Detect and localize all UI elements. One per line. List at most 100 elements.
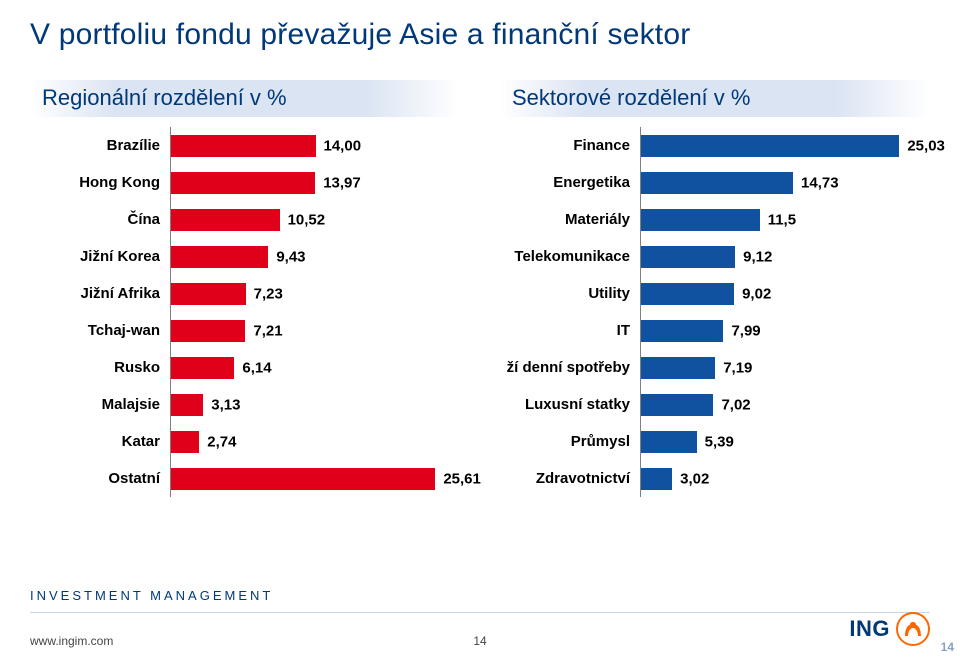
chart-row: Čína10,52 — [30, 201, 460, 238]
bar-area: 6,14 — [170, 349, 460, 386]
value-label: 7,99 — [731, 322, 760, 339]
bar — [641, 394, 713, 416]
category-label: Energetika — [500, 174, 640, 191]
section-headers: Regionální rozdělení v % Sektorové rozdě… — [30, 80, 930, 117]
bar — [171, 468, 435, 490]
bar — [641, 172, 793, 194]
category-label: ží denní spotřeby — [500, 359, 640, 376]
page-number-corner: 14 — [941, 640, 954, 654]
value-label: 7,19 — [723, 359, 752, 376]
bar — [641, 320, 723, 342]
bar — [171, 431, 199, 453]
value-label: 11,5 — [768, 211, 796, 228]
bar — [641, 135, 899, 157]
category-label: Tchaj-wan — [30, 322, 170, 339]
bar-area: 7,21 — [170, 312, 460, 349]
category-label: Rusko — [30, 359, 170, 376]
bar-area: 25,03 — [640, 127, 930, 164]
value-label: 13,97 — [323, 174, 361, 191]
bar — [641, 283, 734, 305]
bar — [171, 357, 234, 379]
chart-row: Zdravotnictví 3,02 — [500, 460, 930, 497]
chart-row: Malajsie 3,13 — [30, 386, 460, 423]
bar-area: 9,43 — [170, 238, 460, 275]
bar-area: 25,61 — [170, 460, 460, 497]
footer-divider — [30, 612, 930, 613]
bar-area: 11,5 — [640, 201, 930, 238]
value-label: 9,02 — [742, 285, 771, 302]
bar — [171, 246, 268, 268]
regional-bar-chart: Brazílie14,00Hong Kong13,97Čína10,52Jižn… — [30, 127, 460, 497]
bar-area: 13,97 — [170, 164, 460, 201]
page-title: V portfoliu fondu převažuje Asie a finan… — [30, 18, 930, 52]
chart-row: Rusko 6,14 — [30, 349, 460, 386]
bar-area: 14,00 — [170, 127, 460, 164]
chart-row: Jižní Korea 9,43 — [30, 238, 460, 275]
value-label: 14,73 — [801, 174, 839, 191]
chart-row: Jižní Afrika 7,23 — [30, 275, 460, 312]
chart-row: IT 7,99 — [500, 312, 930, 349]
category-label: Jižní Afrika — [30, 285, 170, 302]
category-label: Jižní Korea — [30, 248, 170, 265]
category-label: Katar — [30, 433, 170, 450]
footer-tagline: INVESTMENT MANAGEMENT — [30, 588, 273, 603]
slide: V portfoliu fondu převažuje Asie a finan… — [0, 0, 960, 658]
page-number-center: 14 — [473, 634, 486, 648]
value-label: 6,14 — [242, 359, 271, 376]
bar-area: 5,39 — [640, 423, 930, 460]
category-label: IT — [500, 322, 640, 339]
value-label: 25,61 — [443, 470, 481, 487]
bar-area: 14,73 — [640, 164, 930, 201]
bar-area: 7,19 — [640, 349, 930, 386]
value-label: 3,02 — [680, 470, 709, 487]
value-label: 9,12 — [743, 248, 772, 265]
bar — [171, 283, 246, 305]
bar — [641, 246, 735, 268]
bar-area: 9,02 — [640, 275, 930, 312]
chart-row: Materiály11,5 — [500, 201, 930, 238]
footer-url: www.ingim.com — [30, 634, 113, 648]
bar-area: 7,02 — [640, 386, 930, 423]
right-section-header: Sektorové rozdělení v % — [500, 80, 930, 117]
category-label: Brazílie — [30, 137, 170, 154]
category-label: Ostatní — [30, 470, 170, 487]
chart-row: Katar 2,74 — [30, 423, 460, 460]
bar — [641, 468, 672, 490]
bar — [171, 172, 315, 194]
chart-row: Telekomunikace 9,12 — [500, 238, 930, 275]
chart-row: Průmysl 5,39 — [500, 423, 930, 460]
value-label: 5,39 — [705, 433, 734, 450]
value-label: 14,00 — [324, 137, 362, 154]
ing-lion-icon — [896, 612, 930, 646]
category-label: Malajsie — [30, 396, 170, 413]
charts-container: Brazílie14,00Hong Kong13,97Čína10,52Jižn… — [30, 127, 930, 497]
value-label: 25,03 — [907, 137, 945, 154]
ing-logo-text: ING — [849, 616, 890, 642]
bar — [641, 431, 697, 453]
category-label: Průmysl — [500, 433, 640, 450]
bar-area: 2,74 — [170, 423, 460, 460]
category-label: Zdravotnictví — [500, 470, 640, 487]
value-label: 3,13 — [211, 396, 240, 413]
category-label: Hong Kong — [30, 174, 170, 191]
chart-row: Brazílie 14,00 — [30, 127, 460, 164]
chart-row: Luxusní statky7,02 — [500, 386, 930, 423]
bar-area: 3,02 — [640, 460, 930, 497]
bar-area: 3,13 — [170, 386, 460, 423]
chart-row: Tchaj-wan7,21 — [30, 312, 460, 349]
bar — [171, 320, 245, 342]
category-label: Utility — [500, 285, 640, 302]
chart-row: Finance25,03 — [500, 127, 930, 164]
value-label: 7,23 — [254, 285, 283, 302]
chart-row: Ostatní25,61 — [30, 460, 460, 497]
value-label: 9,43 — [276, 248, 305, 265]
chart-row: Energetika 14,73 — [500, 164, 930, 201]
bar — [171, 209, 280, 231]
sector-bar-chart: Finance25,03Energetika14,73Materiály11,5… — [500, 127, 930, 497]
value-label: 2,74 — [207, 433, 236, 450]
bar — [171, 135, 316, 157]
bar-area: 7,23 — [170, 275, 460, 312]
bar-area: 7,99 — [640, 312, 930, 349]
category-label: Telekomunikace — [500, 248, 640, 265]
category-label: Finance — [500, 137, 640, 154]
